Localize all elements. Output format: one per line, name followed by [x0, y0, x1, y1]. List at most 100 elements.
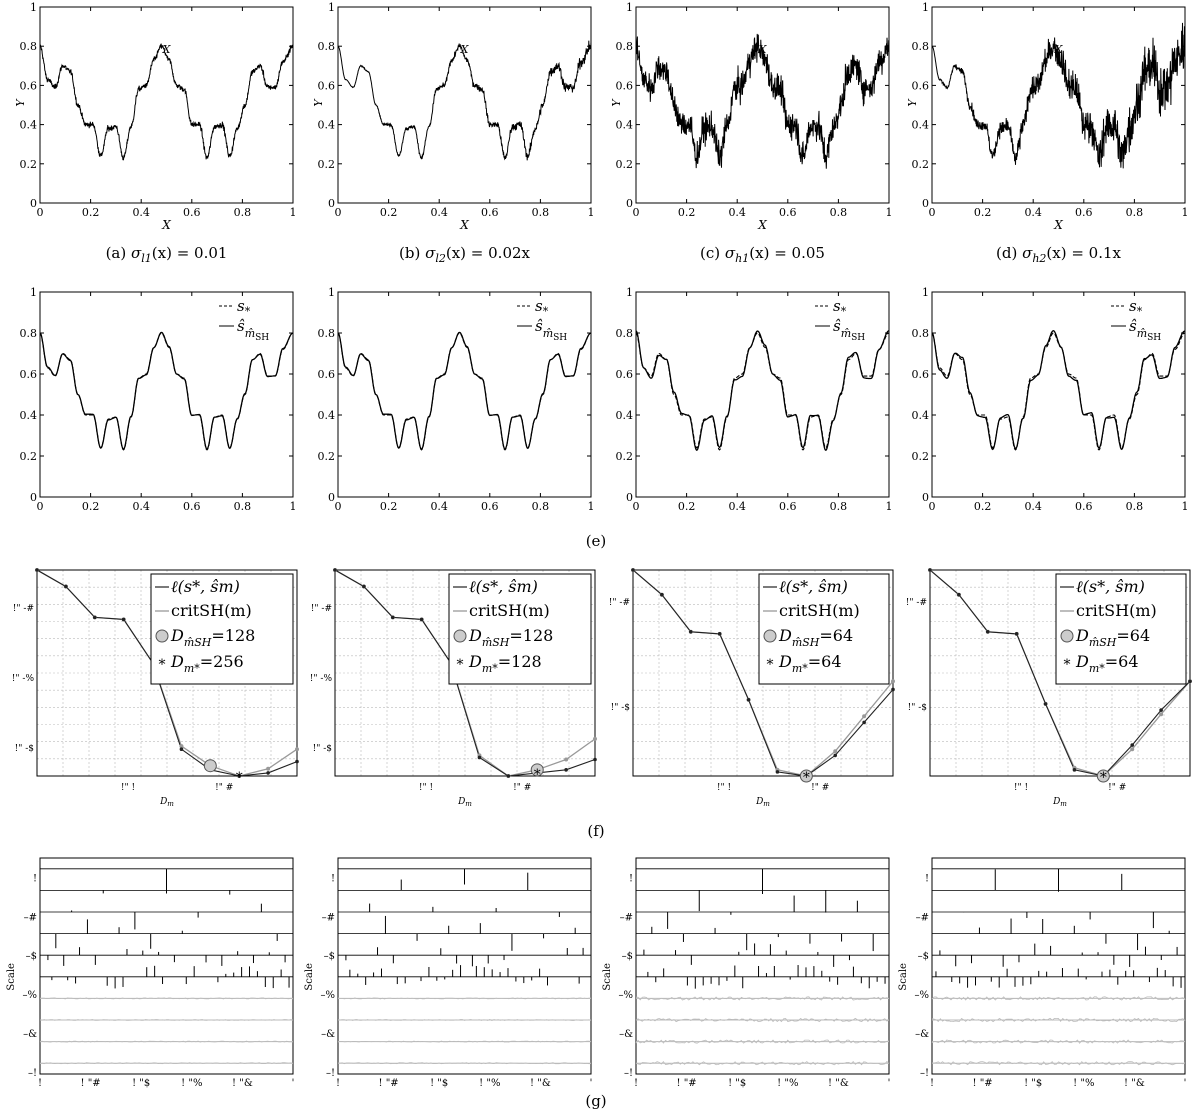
legend-sub: * — [543, 305, 549, 318]
y-tick-label: 0.8 — [616, 327, 634, 340]
y-tick-label: 0.6 — [616, 79, 634, 92]
legend-sub: m* — [184, 662, 200, 675]
y-tick-label: 1 — [626, 286, 633, 299]
oracle-dimension-marker: * — [803, 770, 810, 786]
x-tick-label: 0.4 — [1024, 500, 1042, 513]
loss-point — [420, 618, 424, 622]
x-tick-label: 0.6 — [481, 206, 499, 219]
x-tick-label: ! — [634, 1078, 638, 1089]
x-tick-label: 0 — [633, 206, 640, 219]
x-tick-label: ! "$ — [132, 1078, 150, 1089]
x-tick-label: ! "# — [973, 1078, 993, 1089]
criterion-point — [891, 679, 895, 683]
y-tick-label: 0 — [626, 197, 633, 210]
risk-panel: !" -#!" -%!" -$!" ! !" #Dm*ℓ(s*, ŝm)critS… — [310, 568, 597, 808]
y-tick-label: 0.6 — [912, 368, 930, 381]
y-tick-label: 0.8 — [20, 327, 38, 340]
y-tick-label: 0.4 — [616, 119, 634, 132]
x-axis-label: X — [1053, 218, 1063, 232]
estimate-panel: 0 0.2 0.4 0.6 0.8 1 0 0.2 0.4 0.6 0.8 1 s*ŝm̂SH — [20, 286, 297, 513]
caption-letter: (d) — [996, 244, 1022, 262]
y-tick-label: !" -# — [609, 598, 630, 608]
x-tick-label: ' — [292, 1078, 295, 1089]
legend-true-label: s* — [535, 297, 549, 318]
x-tick-label: 1 — [290, 500, 297, 513]
y-tick-label: 0.6 — [912, 79, 930, 92]
legend-value: =128 — [498, 652, 542, 671]
y-tick-label: 0.2 — [616, 158, 634, 171]
risk-panel: !" -#!" -$!" ! !" #Dm*ℓ(s*, ŝm)critSH(m)D… — [609, 568, 895, 808]
legend-loss-label: ℓ(s*, ŝm) — [1076, 577, 1145, 596]
loss-point — [333, 568, 337, 572]
caption-row1: (c) σh1(x) = 0.05 — [700, 244, 825, 265]
legend-crit-label: critSH(m) — [1076, 601, 1157, 620]
y-tick-label: –% — [320, 990, 335, 1001]
caption-letter: (c) — [700, 244, 725, 262]
y-axis-label: Scale — [6, 963, 17, 991]
x-tick-label: !" # — [1108, 783, 1126, 793]
oracle-dimension-marker: * — [534, 767, 541, 783]
y-tick-label: –& — [23, 1029, 37, 1040]
x-axis-label-sub: m — [1060, 800, 1067, 808]
x-tick-label: ! "$ — [1024, 1078, 1042, 1089]
x-tick-label: 0 — [335, 500, 342, 513]
legend-crit-label: critSH(m) — [779, 601, 860, 620]
caption-letter: (a) — [106, 244, 131, 262]
x-axis-label: Dm — [159, 797, 174, 808]
x-tick-label: 0.6 — [183, 500, 201, 513]
axes-frame — [932, 7, 1185, 203]
y-tick-label: –! — [624, 1068, 633, 1079]
estimate-panel: 0 0.2 0.4 0.6 0.8 1 0 0.2 0.4 0.6 0.8 1 s*ŝm̂SH — [616, 286, 893, 513]
legend-loss-label: ℓ(s*, ŝm) — [469, 577, 538, 596]
legend-circle-sample — [764, 630, 776, 642]
x-tick-label: 1 — [290, 206, 297, 219]
x-tick-label: !" ! — [121, 783, 135, 793]
y-tick-label: !" -# — [311, 604, 332, 614]
y-tick-label: 0 — [328, 197, 335, 210]
x-tick-label: 0.6 — [183, 206, 201, 219]
legend-sub: m̂SH — [1089, 636, 1117, 649]
true-function-line — [932, 333, 1185, 450]
y-tick-label: 0.6 — [318, 79, 336, 92]
loss-point — [1188, 679, 1192, 683]
loss-point — [891, 688, 895, 692]
x-tick-label: 0 — [633, 500, 640, 513]
x-tick-label: 0.8 — [830, 500, 848, 513]
x-axis-label-sub: m — [763, 800, 770, 808]
y-tick-label: –% — [914, 990, 929, 1001]
y-axis-label: Y — [14, 98, 27, 107]
loss-point — [507, 774, 511, 778]
legend-subsub: SH — [553, 333, 567, 343]
x-axis-label: X — [161, 218, 171, 232]
y-tick-label: –! — [326, 1068, 335, 1079]
x-tick-label: 0.6 — [779, 206, 797, 219]
y-tick-label: 1 — [626, 1, 633, 14]
legend-sub: m̂ — [245, 327, 255, 340]
y-tick-label: 1 — [922, 286, 929, 299]
x-tick-label: 0.8 — [1126, 206, 1144, 219]
y-axis-label: Scale — [898, 963, 909, 991]
legend-loss-label: ℓ(s*, ŝm) — [779, 577, 848, 596]
y-axis-label: Scale — [304, 963, 315, 991]
x-tick-label: ! "& — [530, 1078, 551, 1089]
estimate-panel: 0 0.2 0.4 0.6 0.8 1 0 0.2 0.4 0.6 0.8 1 s*ŝm̂SH — [912, 286, 1189, 513]
estimate-line — [338, 332, 591, 449]
y-tick-label: –& — [321, 1029, 335, 1040]
x-tick-label: 0.6 — [1075, 206, 1093, 219]
true-function-line — [338, 333, 591, 450]
y-tick-label: 0.2 — [616, 450, 634, 463]
x-tick-label: 0.4 — [430, 206, 448, 219]
x-tick-label: ! "% — [479, 1078, 500, 1089]
x-axis-label-inner: X — [460, 43, 470, 56]
loss-point — [266, 771, 270, 775]
row1-noisy-data-plots: 0 0.2 0.4 0.6 0.8 1 0 0.2 0.4 0.6 0.8 1 X X Y 0 0.2 0.4 0.… — [14, 1, 1189, 232]
x-tick-label: 0.4 — [1024, 206, 1042, 219]
y-tick-label: 0.2 — [912, 158, 930, 171]
x-tick-label: ! "& — [232, 1078, 253, 1089]
coefficient-panel: ! –# –$ –% –& –!! ! "# ! "$ ! "% ! "& ' Scale — [898, 858, 1186, 1089]
x-tick-label: !" # — [513, 783, 531, 793]
y-tick-label: 0 — [30, 491, 37, 504]
loss-point — [93, 616, 97, 620]
y-tick-label: –$ — [918, 951, 929, 962]
y-tick-label: 1 — [328, 1, 335, 14]
